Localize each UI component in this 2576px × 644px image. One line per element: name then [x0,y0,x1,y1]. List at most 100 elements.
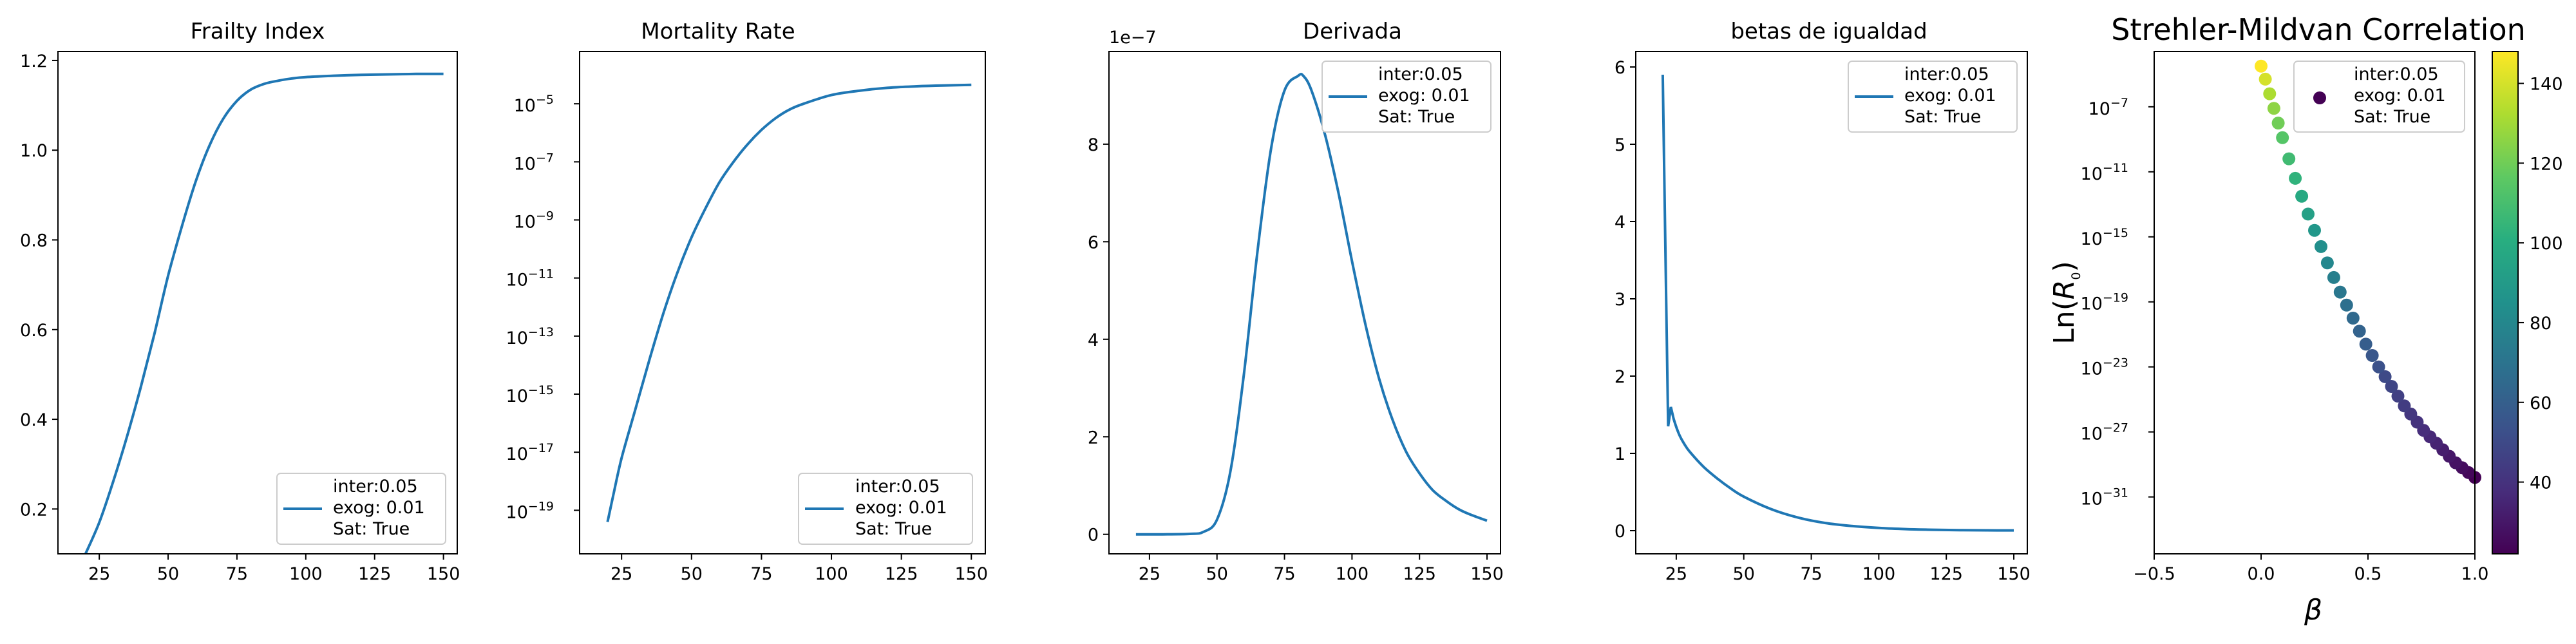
y-tick-label: 8 [1088,135,1099,155]
scatter-point [2391,390,2405,403]
x-tick-label: 75 [1273,564,1295,584]
chart-title: Mortality Rate [641,19,795,44]
legend-line-1: inter:0.05 [2354,64,2439,84]
scatter-point [2267,102,2280,115]
scatter-point [2315,240,2327,253]
plot-frame [1108,51,1501,554]
colorbar-tick-label: 100 [2530,234,2563,254]
legend: inter:0.05 exog: 0.01 Sat: True [1321,61,1492,133]
x-tick-label: 125 [885,564,918,584]
scatter-point [2359,337,2372,351]
y-tick-label: 2 [1615,367,1625,387]
plot-frame [2154,51,2476,554]
x-tick-label: 50 [157,564,179,584]
scatter-point [2308,223,2321,237]
x-tick-label: 50 [681,564,703,584]
scatter-point [2302,207,2315,221]
x-tick-label: 50 [1206,564,1228,584]
x-tick-label: 25 [88,564,110,584]
y-tick-label: 10−27 [2081,421,2128,444]
legend-line-1: inter:0.05 [1378,64,1463,84]
colorbar-tick-label: 80 [2530,314,2552,334]
x-tick-label: 100 [1862,564,1896,584]
x-tick-label: 125 [358,564,392,584]
legend-line-3: Sat: True [333,519,410,539]
chart-panel-strehler-mildvan: Strehler-Mildvan Correlation Ln(R0) β −0… [2048,12,2563,627]
x-tick-label: 150 [1997,564,2031,584]
y-tick-label: 4 [1615,213,1625,232]
y-tick-label: 10−5 [514,93,554,116]
legend-line-2: exog: 0.01 [1378,86,1470,106]
chart-title: Derivada [1303,19,1402,44]
y-tick-label: 10−13 [506,325,554,348]
y-tick-label: 1 [1615,444,1625,464]
x-tick-label: 25 [1139,564,1160,584]
series-line [606,83,972,522]
y-tick-label: 0 [1615,522,1625,542]
x-tick-label: 150 [1470,564,1504,584]
y-tick-label: 4 [1088,330,1099,350]
chart-title: Frailty Index [191,19,325,44]
y-tick-label: 10−9 [514,209,554,232]
y-tick-label: 0.2 [20,500,48,520]
y-tick-label: 5 [1615,135,1625,155]
chart-panel-betas-de-igualdad: betas de igualdad 25 50 75 100 125 150 0 1 2 3 4 5 6… [1615,19,2031,584]
series-line [84,72,444,554]
colorbar-tick-label: 140 [2530,75,2563,95]
scatter-point [2372,360,2385,374]
legend-marker [2313,91,2326,104]
legend-line-1: inter:0.05 [333,477,418,497]
series-line [1135,73,1488,536]
legend-line-2: exog: 0.01 [333,498,425,518]
y-tick-label: 3 [1615,290,1625,310]
colorbar-tick-label: 60 [2530,393,2552,413]
scatter-point [2353,325,2366,338]
scatter-point [2276,131,2289,144]
legend-line-3: Sat: True [855,519,932,539]
scatter-point [2320,256,2334,270]
scatter-point [2385,380,2398,393]
x-tick-label: 100 [1336,564,1369,584]
y-tick-label: 2 [1088,428,1099,448]
y-axis-label: Ln(R0) [2048,261,2083,344]
series-line [1661,74,2014,532]
y-tick-label: 0.8 [20,231,48,251]
chart-panel-derivada: Derivada 1e−7 25 50 75 100 125 150 0 2 4 6 8 inter… [1088,19,1504,584]
legend-line-3: Sat: True [1904,107,1981,127]
y-tick-label: 10−7 [2088,96,2128,119]
legend-line-2: exog: 0.01 [1904,86,1996,106]
legend-line-1: inter:0.05 [855,477,940,497]
colorbar-tick-label: 120 [2530,154,2563,174]
chart-panel-frailty-index: Frailty Index 25 50 75 100 125 150 0.2 0.4 0.6 0.… [20,19,460,584]
plot-frame [57,51,458,554]
x-tick-label: 75 [1800,564,1822,584]
colorbar: 40 60 80 100 120 140 [2492,51,2563,554]
scatter-point [2282,152,2296,166]
x-tick-label: 25 [611,564,632,584]
chart-title: betas de igualdad [1730,19,1927,44]
scatter-point [2340,298,2353,312]
scatter-point [2398,399,2411,413]
scatter-point [2333,285,2347,299]
scatter-point [2255,59,2268,73]
x-tick-label: 25 [1665,564,1687,584]
legend: inter:0.05 exog: 0.01 Sat: True [2293,61,2465,133]
legend: inter:0.05 exog: 0.01 Sat: True [798,473,973,545]
y-tick-label: 10−19 [506,499,554,522]
scatter-point [2378,370,2392,383]
x-tick-label: 75 [750,564,772,584]
x-tick-label: 50 [1733,564,1755,584]
scatter-point [2289,171,2302,185]
scatter-point [2271,117,2285,130]
y-tick-label: 0.4 [20,410,48,430]
y-tick-label: 10−19 [2081,291,2128,314]
y-tick-label: 0 [1088,526,1099,545]
x-tick-label: −0.5 [2133,564,2175,584]
scatter-point [2259,72,2272,86]
x-tick-label: 150 [427,564,460,584]
y-tick-label: 10−31 [2081,486,2128,509]
plot-frame [1635,51,2028,554]
y-tick-label: 10−7 [514,151,554,174]
chart-title: Strehler-Mildvan Correlation [2111,12,2526,47]
